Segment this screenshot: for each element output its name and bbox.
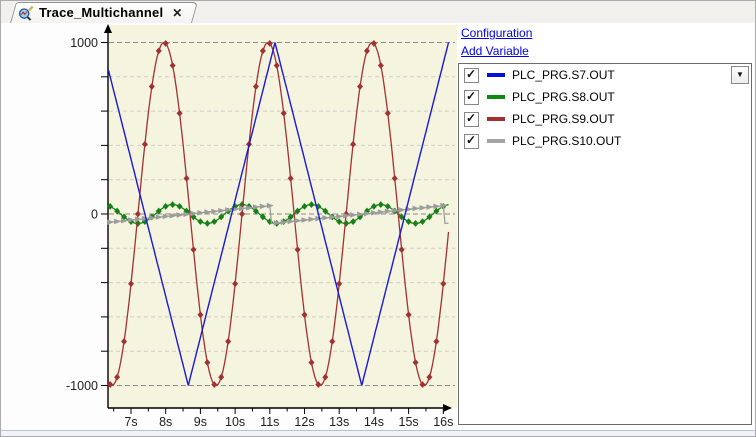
x-tick-label: 10s: [225, 415, 245, 429]
tab-close-button[interactable]: ✕: [172, 5, 183, 20]
y-tick-label: -1000: [66, 379, 98, 393]
tab-title: Trace_Multichannel: [39, 5, 164, 20]
x-tick-label: 7s: [124, 415, 137, 429]
series-label: PLC_PRG.S8.OUT: [512, 90, 615, 104]
check-icon: ✓: [466, 88, 477, 103]
series-color-swatch: [487, 139, 505, 143]
x-tick-label: 9s: [194, 415, 207, 429]
series-checkbox[interactable]: ✓: [464, 66, 479, 83]
configuration-link[interactable]: Configuration: [461, 26, 533, 40]
x-tick-label: 13s: [329, 415, 349, 429]
check-icon: ✓: [466, 110, 477, 125]
trace-chart[interactable]: 1000 0 -1000 7s 8s 9s 10s 11s 12s 13s 14s 15s 16s: [2, 23, 458, 433]
series-checkbox[interactable]: ✓: [464, 88, 479, 105]
x-tick-label: 11s: [260, 415, 279, 429]
legend-row[interactable]: ✓ PLC_PRG.S9.OUT: [459, 108, 751, 130]
series-label: PLC_PRG.S7.OUT: [512, 68, 615, 82]
series-label: PLC_PRG.S10.OUT: [512, 134, 622, 148]
series-PLC_PRG.S7.OUT: [107, 42, 450, 386]
chart-pane: 1000 0 -1000 7s 8s 9s 10s 11s 12s 13s 14s 15s 16s: [2, 23, 457, 431]
legend-row[interactable]: ✓ PLC_PRG.S8.OUT: [459, 86, 751, 108]
x-tick-label: 15s: [399, 415, 419, 429]
add-variable-link[interactable]: Add Variable: [461, 44, 529, 58]
tab-bar: Trace_Multichannel ✕: [1, 1, 755, 23]
x-axis-arrow: [443, 404, 452, 412]
x-tick-label: 12s: [294, 415, 314, 429]
window-bottom-edge: [1, 430, 755, 436]
series-label: PLC_PRG.S9.OUT: [512, 112, 615, 126]
trace-icon: [18, 5, 34, 21]
legend-row[interactable]: ✓ PLC_PRG.S10.OUT: [459, 130, 751, 152]
y-tick-label: 1000: [70, 36, 98, 50]
series-color-swatch: [487, 73, 505, 77]
series-checkbox[interactable]: ✓: [464, 132, 479, 149]
check-icon: ✓: [466, 66, 477, 81]
x-tick-label: 14s: [364, 415, 384, 429]
tab-trace-multichannel[interactable]: Trace_Multichannel ✕: [10, 2, 192, 23]
legend-row[interactable]: ✓ PLC_PRG.S7.OUT: [459, 64, 751, 86]
x-tick-label: 8s: [159, 415, 172, 429]
series-checkbox[interactable]: ✓: [464, 110, 479, 127]
y-tick-label: 0: [91, 208, 98, 222]
check-icon: ✓: [466, 132, 477, 147]
side-panel: Configuration Add Variable ✓ PLC_PRG.S7.O…: [457, 23, 754, 431]
legend-dropdown-button[interactable]: ▼: [731, 66, 749, 84]
series-color-swatch: [487, 95, 505, 99]
legend-listbox[interactable]: ✓ PLC_PRG.S7.OUT ✓ PLC_PRG.S8.OUT ✓ PLC_PRG.S…: [458, 63, 752, 425]
x-tick-label: 16s: [433, 415, 453, 429]
series-color-swatch: [487, 117, 505, 121]
chevron-down-icon: ▼: [736, 70, 744, 79]
y-axis-arrow: [104, 24, 112, 33]
